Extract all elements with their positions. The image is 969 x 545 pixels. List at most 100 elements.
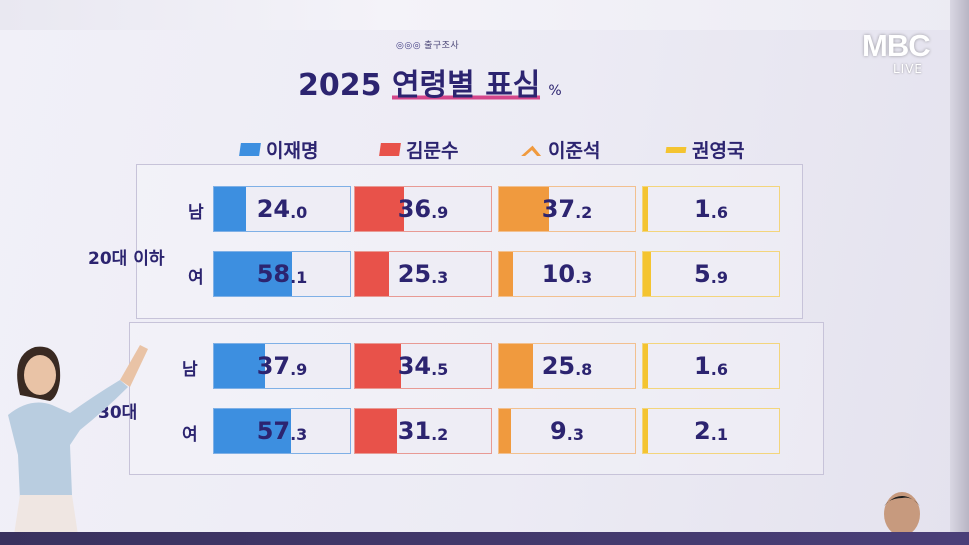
live-badge: LIVE <box>893 62 924 76</box>
bar-fill <box>643 187 648 231</box>
value-integer: 1 <box>694 195 711 223</box>
bar-cell: 34.5 <box>354 343 492 389</box>
value-integer: 2 <box>694 417 711 445</box>
value-decimal: .2 <box>431 424 449 444</box>
gender-label: 남 <box>182 360 198 380</box>
bar-fill <box>643 344 648 388</box>
value-decimal: .1 <box>290 267 308 287</box>
bar-fill <box>643 409 648 453</box>
bar-value-label: 57.3 <box>214 409 350 453</box>
gender-label: 여 <box>188 268 204 288</box>
bar-cell: 25.3 <box>354 251 492 297</box>
value-integer: 9 <box>550 417 567 445</box>
legend-label: 이재명 <box>266 140 319 162</box>
value-integer: 1 <box>694 352 711 380</box>
value-decimal: .5 <box>431 359 449 379</box>
bar-cell: 31.2 <box>354 408 492 454</box>
value-decimal: .9 <box>710 267 728 287</box>
chart-title: 2025 연령별 표심% <box>298 60 562 104</box>
bar-cell: 37.9 <box>213 343 351 389</box>
bar-fill <box>214 252 292 296</box>
bar-cell: 5.9 <box>642 251 780 297</box>
bar-value-label: 34.5 <box>355 344 491 388</box>
value-decimal: .3 <box>431 267 449 287</box>
value-integer: 37 <box>541 195 576 223</box>
gender-label: 남 <box>188 203 204 223</box>
bar-value-label: 36.9 <box>355 187 491 231</box>
bar-value-label: 9.3 <box>499 409 635 453</box>
bar-fill <box>499 409 512 453</box>
value-integer: 57 <box>256 417 291 445</box>
value-integer: 5 <box>694 260 711 288</box>
legend-label: 권영국 <box>692 140 745 162</box>
value-decimal: .2 <box>575 202 593 222</box>
legend-swatch <box>665 146 687 153</box>
bar-cell: 10.3 <box>498 251 636 297</box>
exit-poll-logo: ◎◎◎ 출구조사 <box>396 38 459 51</box>
bottom-band <box>0 532 969 545</box>
legend-label: 김문수 <box>406 140 459 162</box>
legend-item-kwon-youngkook: 권영국 <box>665 136 745 163</box>
poll-logo-text: 출구조사 <box>424 41 460 51</box>
top-light-band <box>0 0 969 30</box>
value-integer: 31 <box>397 417 432 445</box>
bar-fill <box>214 344 265 388</box>
value-decimal: .8 <box>575 359 593 379</box>
bar-fill <box>499 252 513 296</box>
bar-cell: 57.3 <box>213 408 351 454</box>
bar-fill <box>643 252 651 296</box>
screen-right-edge <box>950 0 969 545</box>
bar-cell: 9.3 <box>498 408 636 454</box>
value-integer: 25 <box>397 260 432 288</box>
bar-value-label: 37.9 <box>214 344 350 388</box>
bar-cell: 37.2 <box>498 186 636 232</box>
title-year: 2025 <box>298 68 382 103</box>
age-group-label: 30대 <box>98 403 138 423</box>
bar-value-label: 10.3 <box>499 252 635 296</box>
gender-label: 여 <box>182 425 198 445</box>
bar-value-label: 31.2 <box>355 409 491 453</box>
value-decimal: .3 <box>290 424 308 444</box>
value-decimal: .6 <box>710 202 728 222</box>
bar-cell: 25.8 <box>498 343 636 389</box>
value-decimal: .1 <box>710 424 728 444</box>
bar-value-label: 37.2 <box>499 187 635 231</box>
bar-value-label: 1.6 <box>643 344 779 388</box>
bar-fill <box>214 409 291 453</box>
legend-item-lee-jaemyung: 이재명 <box>239 136 319 163</box>
bar-value-label: 5.9 <box>643 252 779 296</box>
bar-cell: 1.6 <box>642 343 780 389</box>
value-decimal: .6 <box>710 359 728 379</box>
legend-label: 이준석 <box>548 140 601 162</box>
poll-rings-icon: ◎◎◎ <box>396 41 422 51</box>
bar-value-label: 58.1 <box>214 252 350 296</box>
value-decimal: .3 <box>566 424 584 444</box>
chart-unit: % <box>548 83 562 99</box>
value-decimal: .0 <box>290 202 308 222</box>
value-integer: 58 <box>256 260 291 288</box>
bar-cell: 1.6 <box>642 186 780 232</box>
bar-value-label: 1.6 <box>643 187 779 231</box>
bar-fill <box>355 344 402 388</box>
bar-fill <box>499 187 549 231</box>
value-decimal: .9 <box>290 359 308 379</box>
bar-fill <box>355 409 397 453</box>
value-integer: 10 <box>541 260 576 288</box>
legend-swatch <box>239 143 261 156</box>
value-integer: 34 <box>397 352 432 380</box>
bar-value-label: 2.1 <box>643 409 779 453</box>
value-decimal: .9 <box>431 202 449 222</box>
bar-cell: 58.1 <box>213 251 351 297</box>
value-integer: 36 <box>397 195 432 223</box>
presenter-figure <box>8 345 148 535</box>
value-integer: 25 <box>541 352 576 380</box>
bar-value-label: 24.0 <box>214 187 350 231</box>
bar-cell: 36.9 <box>354 186 492 232</box>
legend-item-kim-moonsoo: 김문수 <box>379 136 459 163</box>
value-integer: 24 <box>256 195 291 223</box>
title-main: 연령별 표심 <box>391 68 541 103</box>
bar-cell: 2.1 <box>642 408 780 454</box>
value-decimal: .3 <box>575 267 593 287</box>
legend-item-lee-junseok: 이준석 <box>522 136 600 163</box>
